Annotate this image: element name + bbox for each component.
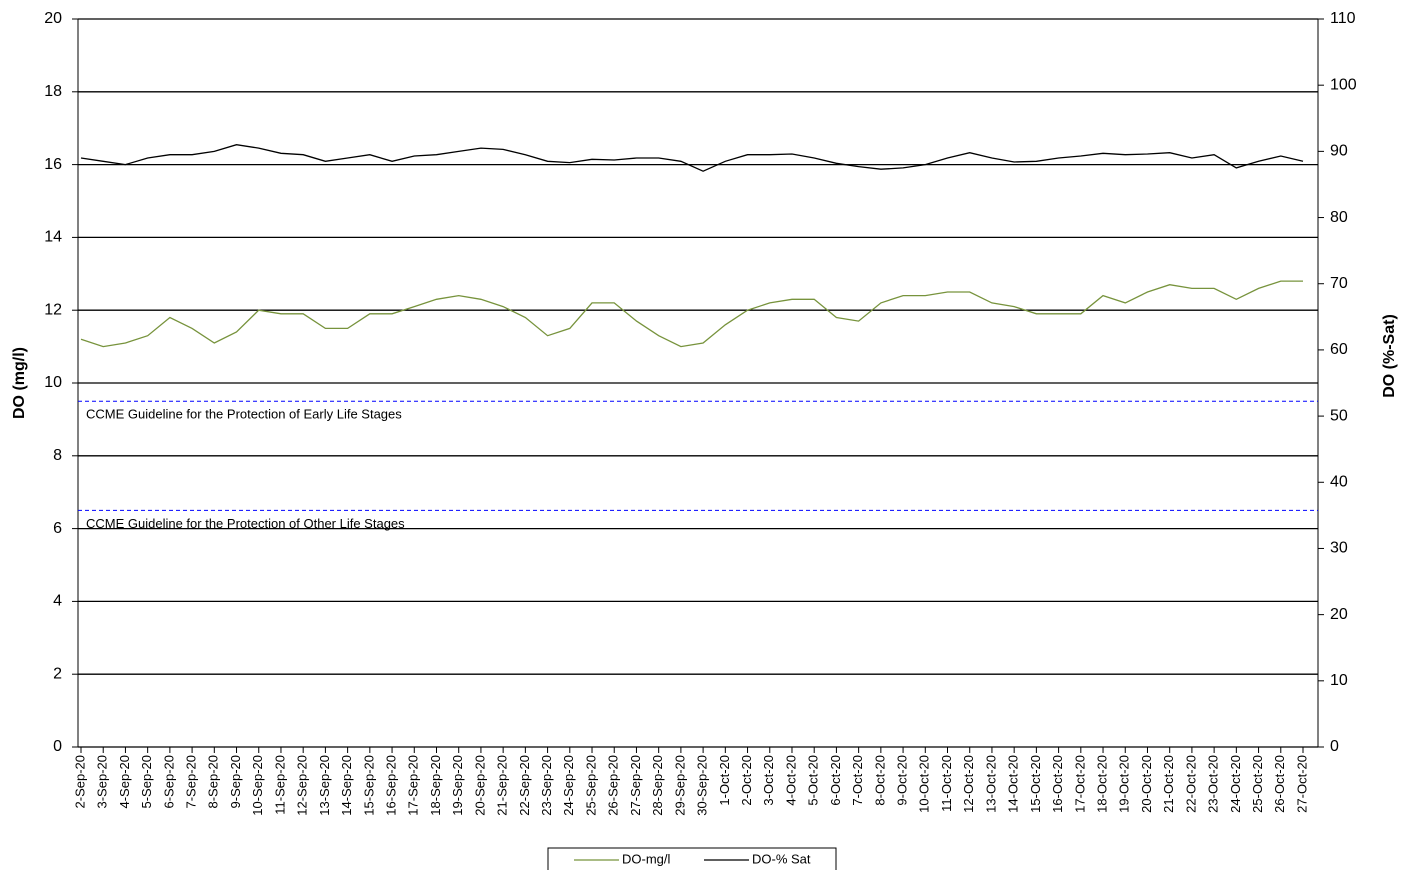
x-tick-label: 27-Oct-20 [1294, 755, 1309, 813]
x-tick-label: 5-Sep-20 [139, 755, 154, 808]
y-tick-label: 8 [53, 447, 62, 464]
x-tick-label: 15-Sep-20 [361, 755, 376, 816]
y2-tick-label: 0 [1330, 738, 1339, 755]
y2-tick-label: 60 [1330, 341, 1348, 358]
x-tick-label: 18-Sep-20 [428, 755, 443, 816]
x-tick-label: 29-Sep-20 [672, 755, 687, 816]
y-tick-label: 20 [44, 10, 62, 27]
y2-tick-label: 20 [1330, 606, 1348, 623]
x-tick-label: 23-Oct-20 [1206, 755, 1221, 813]
x-tick-label: 13-Oct-20 [983, 755, 998, 813]
y2-tick-label: 70 [1330, 275, 1348, 292]
x-tick-label: 11-Sep-20 [272, 755, 287, 815]
legend-label: DO-mg/l [622, 851, 671, 866]
x-tick-label: 3-Sep-20 [95, 755, 110, 808]
x-tick-label: 2-Oct-20 [739, 755, 754, 806]
x-tick-label: 14-Oct-20 [1006, 755, 1021, 813]
y-tick-label: 12 [44, 301, 62, 318]
reference-label: CCME Guideline for the Protection of Oth… [86, 516, 405, 531]
x-tick-label: 10-Sep-20 [250, 755, 265, 816]
y-tick-label: 0 [53, 738, 62, 755]
x-tick-label: 16-Oct-20 [1050, 755, 1065, 813]
y2-tick-label: 40 [1330, 473, 1348, 490]
x-tick-label: 7-Oct-20 [850, 755, 865, 806]
x-tick-label: 1-Oct-20 [717, 755, 732, 806]
x-tick-label: 25-Sep-20 [583, 755, 598, 816]
x-tick-label: 5-Oct-20 [806, 755, 821, 806]
x-tick-label: 11-Oct-20 [939, 755, 954, 812]
x-tick-label: 14-Sep-20 [339, 755, 354, 816]
x-tick-label: 6-Oct-20 [828, 755, 843, 806]
x-tick-label: 8-Oct-20 [872, 755, 887, 806]
data-line [80, 280, 1303, 348]
x-tick-label: 26-Oct-20 [1272, 755, 1287, 813]
y2-tick-label: 10 [1330, 672, 1348, 689]
x-tick-label: 4-Sep-20 [117, 755, 132, 808]
y2-tick-label: 80 [1330, 209, 1348, 226]
x-tick-label: 8-Sep-20 [206, 755, 221, 808]
x-tick-label: 6-Sep-20 [161, 755, 176, 808]
x-tick-label: 17-Sep-20 [406, 755, 421, 816]
x-tick-label: 23-Sep-20 [539, 755, 554, 816]
y-tick-label: 10 [44, 374, 62, 391]
y2-tick-label: 100 [1330, 76, 1357, 93]
x-tick-label: 24-Oct-20 [1228, 755, 1243, 813]
y-tick-label: 4 [53, 593, 62, 610]
y-tick-label: 16 [44, 156, 62, 173]
x-tick-label: 30-Sep-20 [695, 755, 710, 816]
x-tick-label: 27-Sep-20 [628, 755, 643, 816]
legend-box [547, 847, 837, 870]
x-tick-label: 3-Oct-20 [761, 755, 776, 806]
x-tick-label: 7-Sep-20 [184, 755, 199, 808]
x-tick-label: 10-Oct-20 [917, 755, 932, 813]
x-tick-label: 18-Oct-20 [1094, 755, 1109, 813]
x-tick-label: 12-Oct-20 [961, 755, 976, 813]
x-tick-label: 20-Oct-20 [1139, 755, 1154, 813]
legend-label: DO-% Sat [752, 851, 811, 866]
y2-tick-label: 30 [1330, 540, 1348, 557]
y-tick-label: 2 [53, 665, 62, 682]
x-tick-label: 15-Oct-20 [1028, 755, 1043, 813]
x-tick-label: 2-Sep-20 [72, 755, 87, 808]
x-tick-label: 24-Sep-20 [561, 755, 576, 816]
y2-tick-label: 90 [1330, 143, 1348, 160]
x-tick-label: 9-Sep-20 [228, 755, 243, 808]
plot-frame [77, 18, 1319, 748]
x-tick-label: 20-Sep-20 [472, 755, 487, 816]
x-tick-label: 4-Oct-20 [783, 755, 798, 806]
x-tick-label: 13-Sep-20 [317, 755, 332, 816]
x-tick-label: 17-Oct-20 [1072, 755, 1087, 813]
reference-label: CCME Guideline for the Protection of Ear… [86, 407, 402, 422]
x-tick-label: 19-Oct-20 [1117, 755, 1132, 813]
y-tick-label: 18 [44, 83, 62, 100]
x-tick-label: 21-Sep-20 [495, 755, 510, 816]
x-tick-label: 26-Sep-20 [606, 755, 621, 816]
x-tick-label: 16-Sep-20 [383, 755, 398, 816]
x-tick-label: 21-Oct-20 [1161, 755, 1176, 813]
y-tick-label: 6 [53, 520, 62, 537]
x-tick-label: 25-Oct-20 [1250, 755, 1265, 813]
x-tick-label: 28-Sep-20 [650, 755, 665, 816]
x-tick-label: 22-Sep-20 [517, 755, 532, 816]
y2-axis-label: DO (%-Sat) [1381, 314, 1398, 398]
y2-tick-label: 110 [1330, 10, 1356, 27]
x-tick-label: 22-Oct-20 [1183, 755, 1198, 813]
y2-tick-label: 50 [1330, 407, 1348, 424]
y-axis-label: DO (mg/l) [11, 347, 28, 419]
x-tick-label: 9-Oct-20 [895, 755, 910, 806]
data-line [80, 144, 1304, 172]
y-tick-label: 14 [44, 229, 62, 246]
x-tick-label: 19-Sep-20 [450, 755, 465, 816]
x-tick-label: 12-Sep-20 [295, 755, 310, 816]
